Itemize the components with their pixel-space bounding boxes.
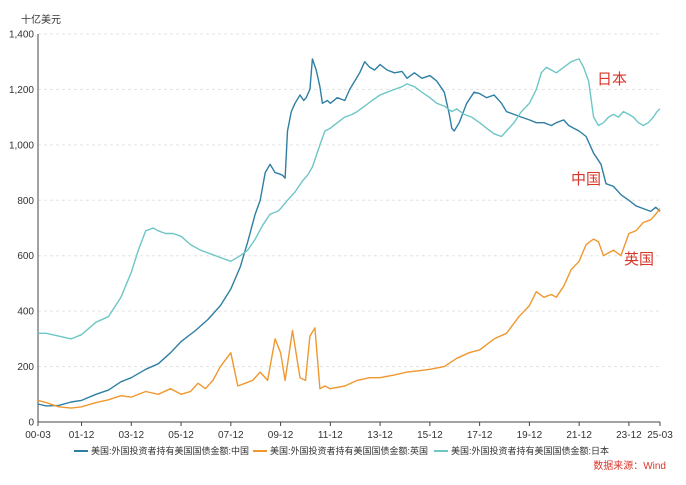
x-tick-label: 00-03 — [25, 430, 51, 441]
annotation-china: 中国 — [571, 171, 601, 188]
x-tick-label: 07-12 — [218, 430, 244, 441]
y-tick-label: 200 — [17, 362, 34, 373]
series-line-1 — [37, 208, 661, 409]
annotation-uk: 英国 — [624, 250, 654, 268]
grid — [38, 33, 660, 368]
annotations: 日本 中国 英国 — [571, 71, 654, 268]
y-tick-label: 0 — [28, 418, 34, 429]
x-tick-label: 05-12 — [168, 430, 194, 441]
y-tick-label: 400 — [17, 307, 34, 318]
x-tick-label: 19-12 — [517, 430, 543, 441]
x-tick-label: 13-12 — [367, 430, 393, 441]
x-tick-label: 21-12 — [566, 430, 592, 441]
x-tick-label: 11-12 — [318, 430, 343, 441]
series-line-2 — [38, 58, 661, 340]
legend-label: 美国:外国投资者持有美国国债金额:中国 — [91, 445, 249, 456]
axes: 0 200 400 600 800 1,000 1,200 1,400 00-03 01-12 03… — [9, 30, 673, 442]
legend-label: 美国:外国投资者持有美国国债金额:日本 — [451, 445, 609, 456]
x-tick-label: 17-12 — [467, 430, 493, 441]
y-tick-label: 1,000 — [9, 140, 34, 151]
source-note: 数据来源：Wind — [593, 459, 666, 472]
y-tick-label: 600 — [17, 251, 34, 262]
y-tick-label: 1,400 — [9, 30, 34, 41]
x-tick-label: 15-12 — [417, 430, 443, 441]
annotation-japan: 日本 — [597, 71, 627, 88]
series-lines — [37, 58, 661, 409]
legend: 美国:外国投资者持有美国国债金额:中国 美国:外国投资者持有美国国债金额:英国 美国… — [74, 445, 609, 456]
x-tick-label: 09-12 — [268, 430, 294, 441]
x-tick-label: 23-12 — [616, 430, 642, 441]
y-tick-label: 1,200 — [9, 85, 34, 96]
x-tick-label: 01-12 — [69, 430, 95, 441]
unit-label: 十亿美元 — [21, 13, 61, 26]
x-tick-label: 03-12 — [119, 430, 145, 441]
x-tick-label: 25-03 — [647, 430, 673, 441]
legend-label: 美国:外国投资者持有美国国债金额:英国 — [270, 445, 428, 456]
series-line-0 — [37, 58, 661, 407]
y-tick-label: 800 — [17, 196, 34, 207]
